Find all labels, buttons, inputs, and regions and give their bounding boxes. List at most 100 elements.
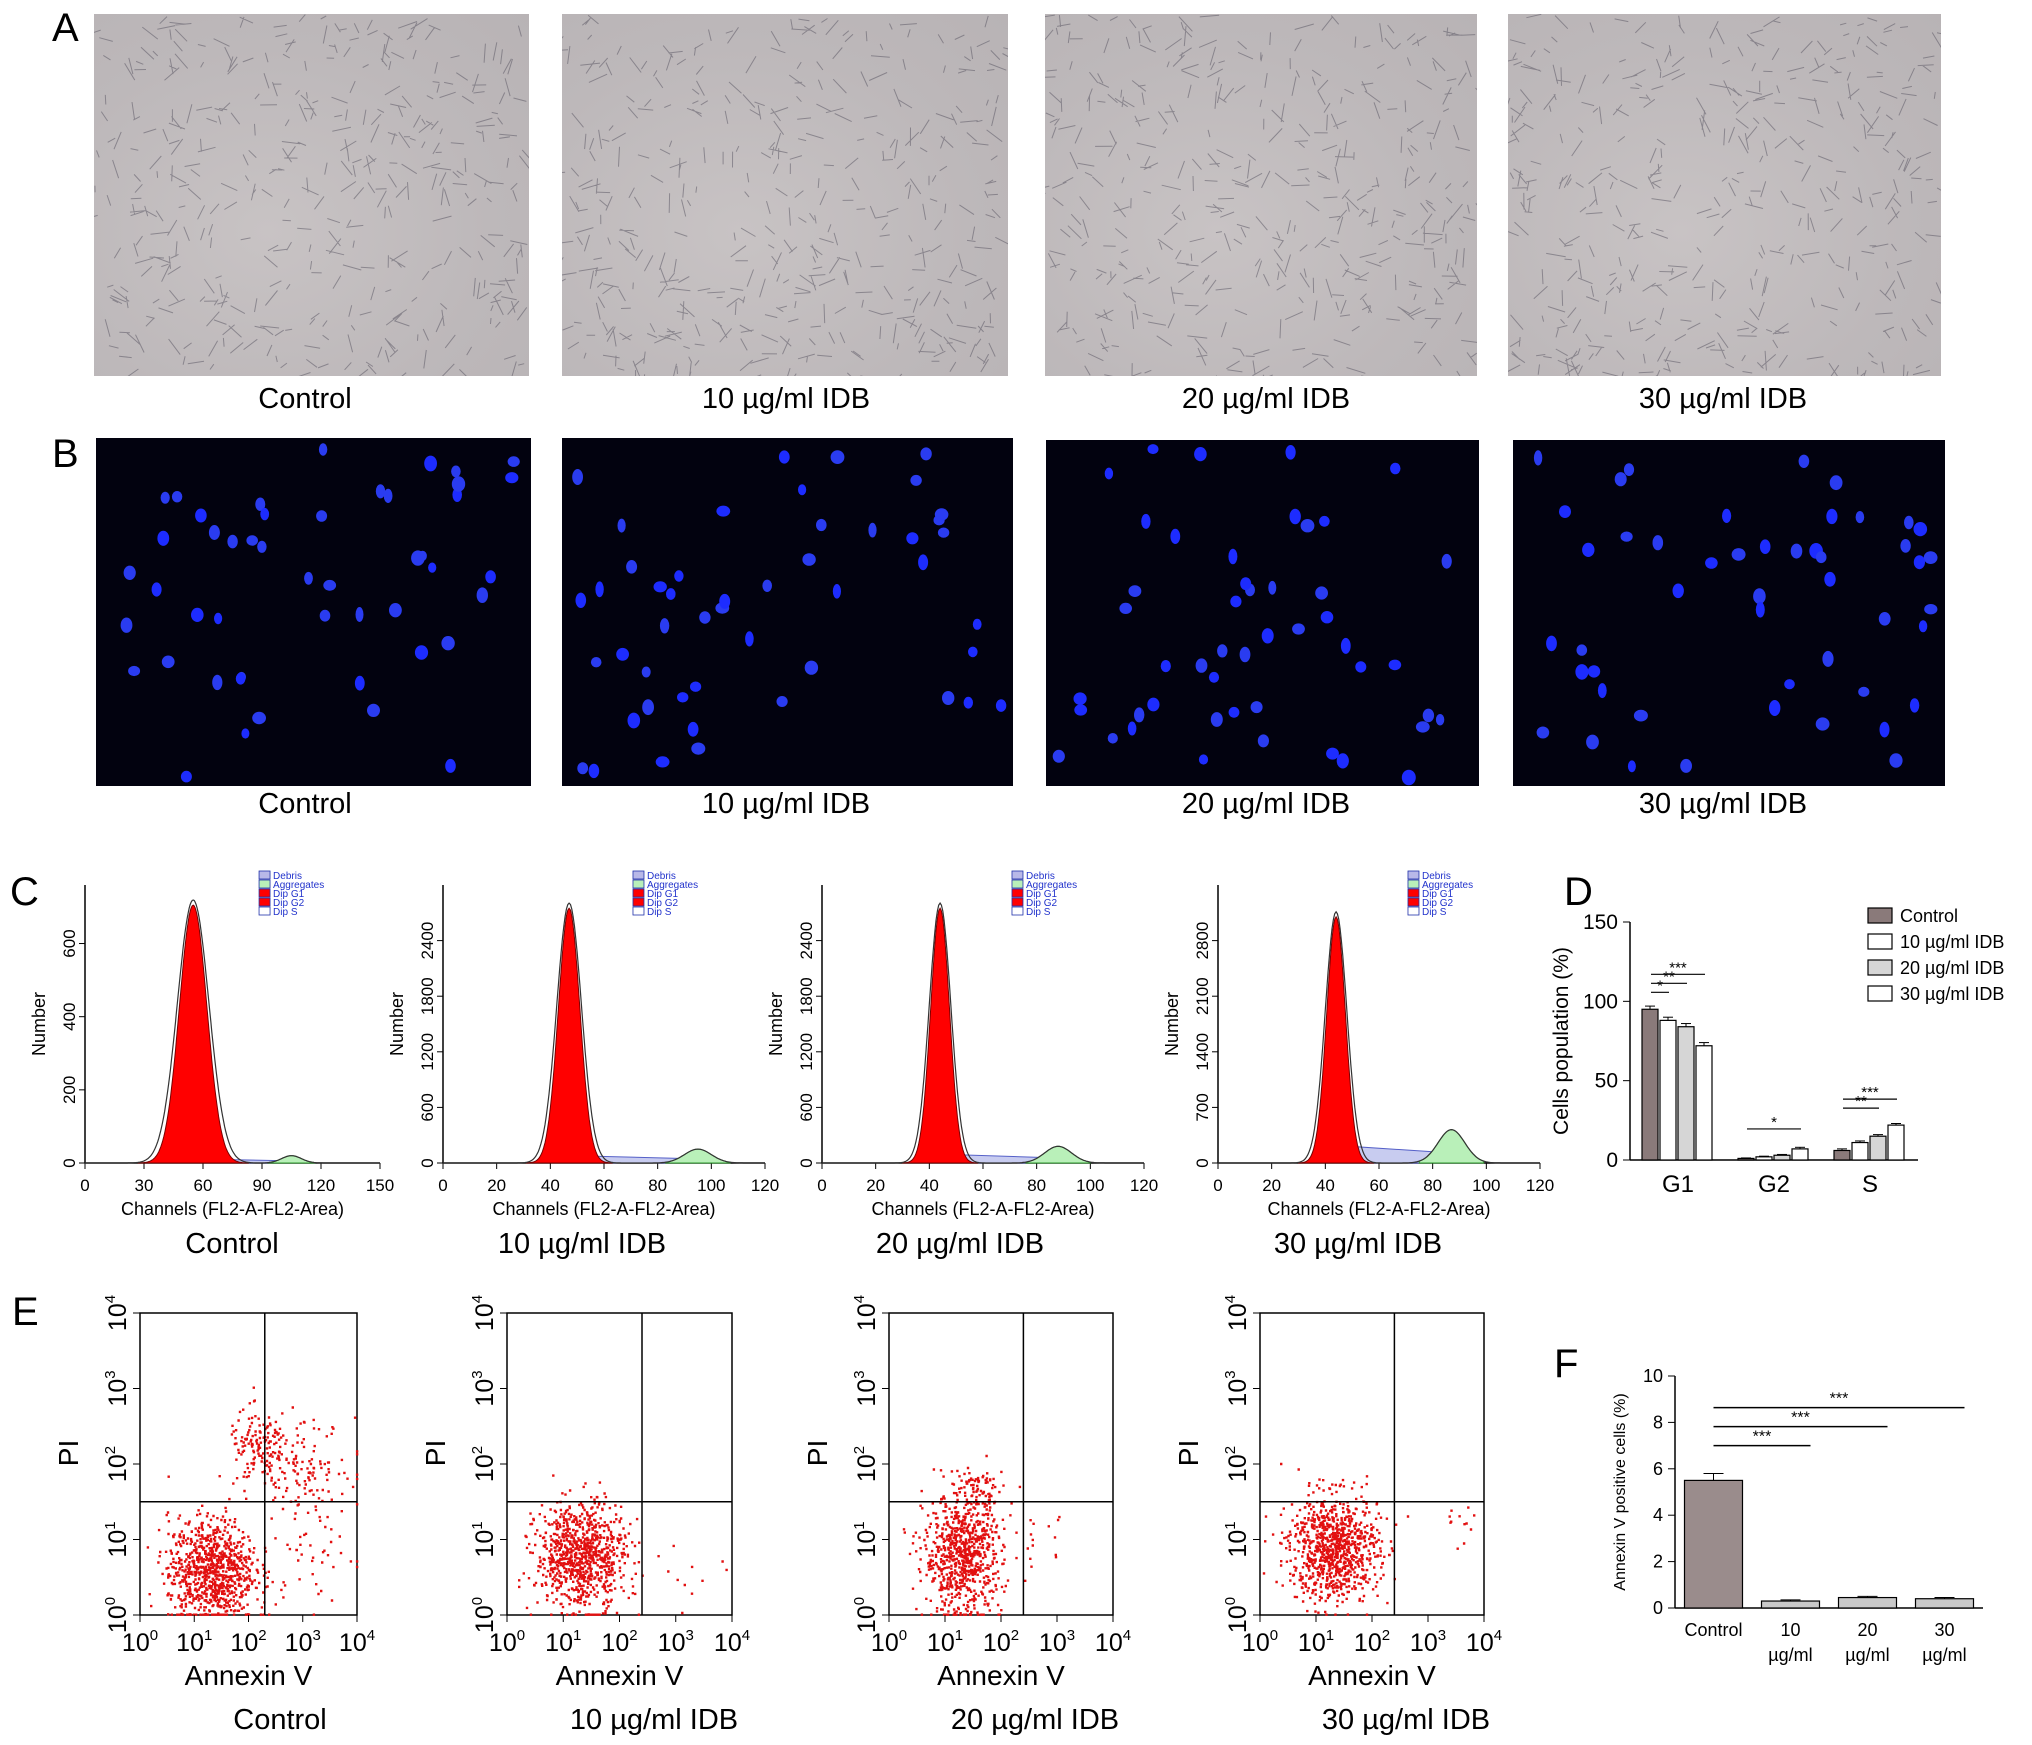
g1-peak [1298,915,1375,1164]
nucleus [445,758,456,773]
nucleus [1239,646,1251,663]
brightfield-image-control [94,14,529,376]
legend-swatch [632,897,645,907]
nucleus [1826,508,1838,525]
nucleus [1769,700,1781,716]
x-tick-label: 101 [1298,1627,1334,1657]
y-tick-label: 0 [1653,1598,1663,1618]
y-axis-label: Number [29,992,49,1056]
x-tick-exp: 3 [1438,1627,1446,1644]
x-tick-label: 101 [176,1627,212,1657]
x-tick-base: 10 [1298,1629,1326,1657]
nucleus [241,728,250,739]
y-tick-label: 2400 [418,922,437,960]
legend-swatch [1407,879,1420,889]
histogram-0: 0 30 60 90 120 150 0 200 400 600 Channels (FL2-A-F… [29,870,394,1219]
nucleus [1587,665,1601,678]
nucleus [653,581,667,593]
nucleus [1627,760,1636,773]
significance-label: *** [1791,1410,1810,1427]
nucleus [1755,601,1765,618]
legend-label: Dip G2 [273,898,305,909]
x-tick-label: 101 [927,1627,963,1657]
panel-letter-f: F [1554,1342,1579,1386]
nucleus [120,617,133,633]
nucleus [151,582,162,597]
nucleus [1388,659,1402,671]
nucleus [1198,754,1209,765]
nucleus [1268,580,1277,595]
y-tick-base: 10 [1224,1454,1252,1482]
nucleus [1228,706,1240,718]
nucleus [257,540,267,553]
y-tick-label: 0 [1606,1149,1618,1172]
y-tick-base: 10 [104,1454,132,1482]
y-tick-base: 10 [471,1303,499,1331]
nucleus [778,450,790,464]
nucleus [1597,683,1607,699]
category-label: 10 [1780,1620,1800,1640]
plot-frame [1259,1312,1485,1616]
legend-label: Dip G1 [647,889,679,900]
x-tick-base: 10 [122,1629,150,1657]
legend-label: Dip G1 [1422,889,1454,900]
y-tick-base: 10 [853,1605,881,1633]
nucleus [212,674,223,691]
y-tick-exp: 0 [1222,1597,1239,1605]
nucleus [428,562,437,573]
x-tick-label: 80 [1027,1176,1046,1195]
nucleus [1441,553,1452,569]
nucleus [1228,548,1238,565]
histogram-1: 0 20 40 60 80 100 1200600120018002400Channels … [387,870,779,1219]
y-tick-label: 400 [60,1002,79,1030]
nucleus [934,508,949,521]
legend-label: Dip G2 [1026,898,1058,909]
nucleus [1250,701,1263,714]
y-tick-exp: 3 [469,1370,486,1378]
g1-peak [137,904,249,1164]
x-tick-label: 104 [1466,1627,1502,1657]
y-tick-label: 101 [469,1521,499,1557]
y-tick-exp: 1 [102,1521,119,1529]
legend-swatch [258,888,271,898]
nucleus [1614,472,1627,487]
x-tick-label: 100 [122,1627,158,1657]
y-axis-label: PI [1173,1440,1204,1466]
x-tick-exp: 1 [573,1627,581,1644]
nucleus [161,655,175,669]
nucleus [128,665,141,677]
legend-swatch [1011,888,1024,898]
nucleus [972,618,982,630]
legend-swatch [258,906,271,916]
legend-label: Aggregates [1026,880,1077,891]
caption-a-10: 10 µg/ml IDB [701,383,871,415]
nucleus [1575,664,1589,680]
nucleus [1790,543,1803,559]
y-tick-label: 600 [60,929,79,957]
caption-e-control: Control [233,1704,327,1736]
y-tick-label: 103 [102,1370,132,1406]
legend-label: Dip G1 [273,889,305,900]
nucleus [1336,753,1349,769]
y-tick-label: 1800 [418,977,437,1015]
caption-c-control: Control [185,1228,279,1260]
nucleus [804,660,819,675]
nucleus [1680,758,1692,773]
category-label: S [1862,1171,1878,1198]
nucleus [1119,602,1132,614]
nucleus [1289,508,1301,525]
nucleus [1815,717,1830,731]
legend-label: Aggregates [647,880,698,891]
y-axis-label: Number [387,992,407,1056]
x-tick-exp: 4 [1123,1627,1131,1644]
y-tick-base: 10 [471,1454,499,1482]
x-tick-label: 20 [487,1176,506,1195]
y-tick-base: 10 [104,1530,132,1558]
y-tick-label: 102 [1222,1446,1252,1482]
y-tick-base: 10 [853,1379,881,1407]
nucleus [1900,539,1911,553]
nucleus [1390,462,1401,475]
nucleus [1052,749,1065,763]
